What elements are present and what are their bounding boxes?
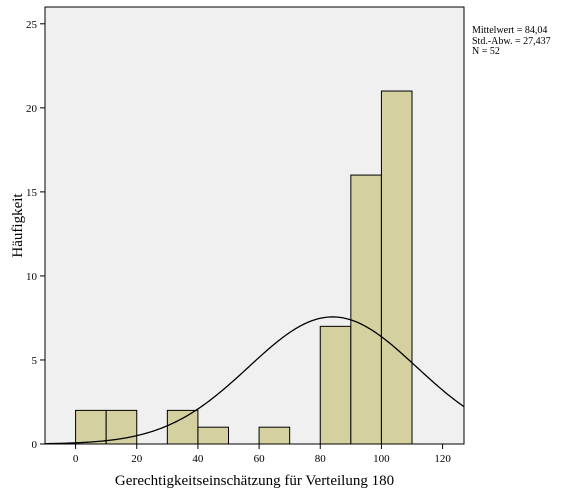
histogram-bar <box>350 174 382 445</box>
x-tick-label: 100 <box>373 453 390 465</box>
histogram-bar <box>258 426 291 445</box>
x-axis-label: Gerechtigkeitseinschätzung für Verteilun… <box>115 473 394 489</box>
x-tick-label: 60 <box>254 453 266 465</box>
y-tick-label: 0 <box>32 439 38 451</box>
x-tick-label: 80 <box>315 453 327 465</box>
y-tick-label: 25 <box>26 19 38 31</box>
n-label: N = 52 <box>472 46 500 57</box>
x-tick-label: 40 <box>192 453 204 465</box>
normal-curve <box>44 316 465 445</box>
histogram-bar <box>380 90 413 445</box>
x-tick-label: 120 <box>434 453 451 465</box>
y-tick-label: 10 <box>26 271 38 283</box>
axes-group: 0 20 40 60 80 100 120 0 5 10 15 20 25 <box>26 19 451 465</box>
histogram-bar <box>75 409 107 445</box>
histogram-bar <box>319 325 352 445</box>
mean-label: Mittelwert = 84,04 <box>472 25 548 36</box>
y-tick-label: 20 <box>26 103 38 115</box>
histogram-bar <box>105 409 138 445</box>
statistics-legend: Mittelwert = 84,04 Std.-Abw. = 27,437 N … <box>472 25 551 58</box>
x-tick-label: 0 <box>73 453 79 465</box>
y-tick-label: 15 <box>26 187 38 199</box>
x-tick-label: 20 <box>131 453 143 465</box>
histogram-bar <box>197 426 230 445</box>
bars-group <box>75 90 413 445</box>
sd-label: Std.-Abw. = 27,437 <box>472 35 551 47</box>
y-tick-label: 5 <box>32 355 38 367</box>
y-axis-label: Häufigkeit <box>10 193 26 258</box>
histogram-bar <box>166 409 199 445</box>
